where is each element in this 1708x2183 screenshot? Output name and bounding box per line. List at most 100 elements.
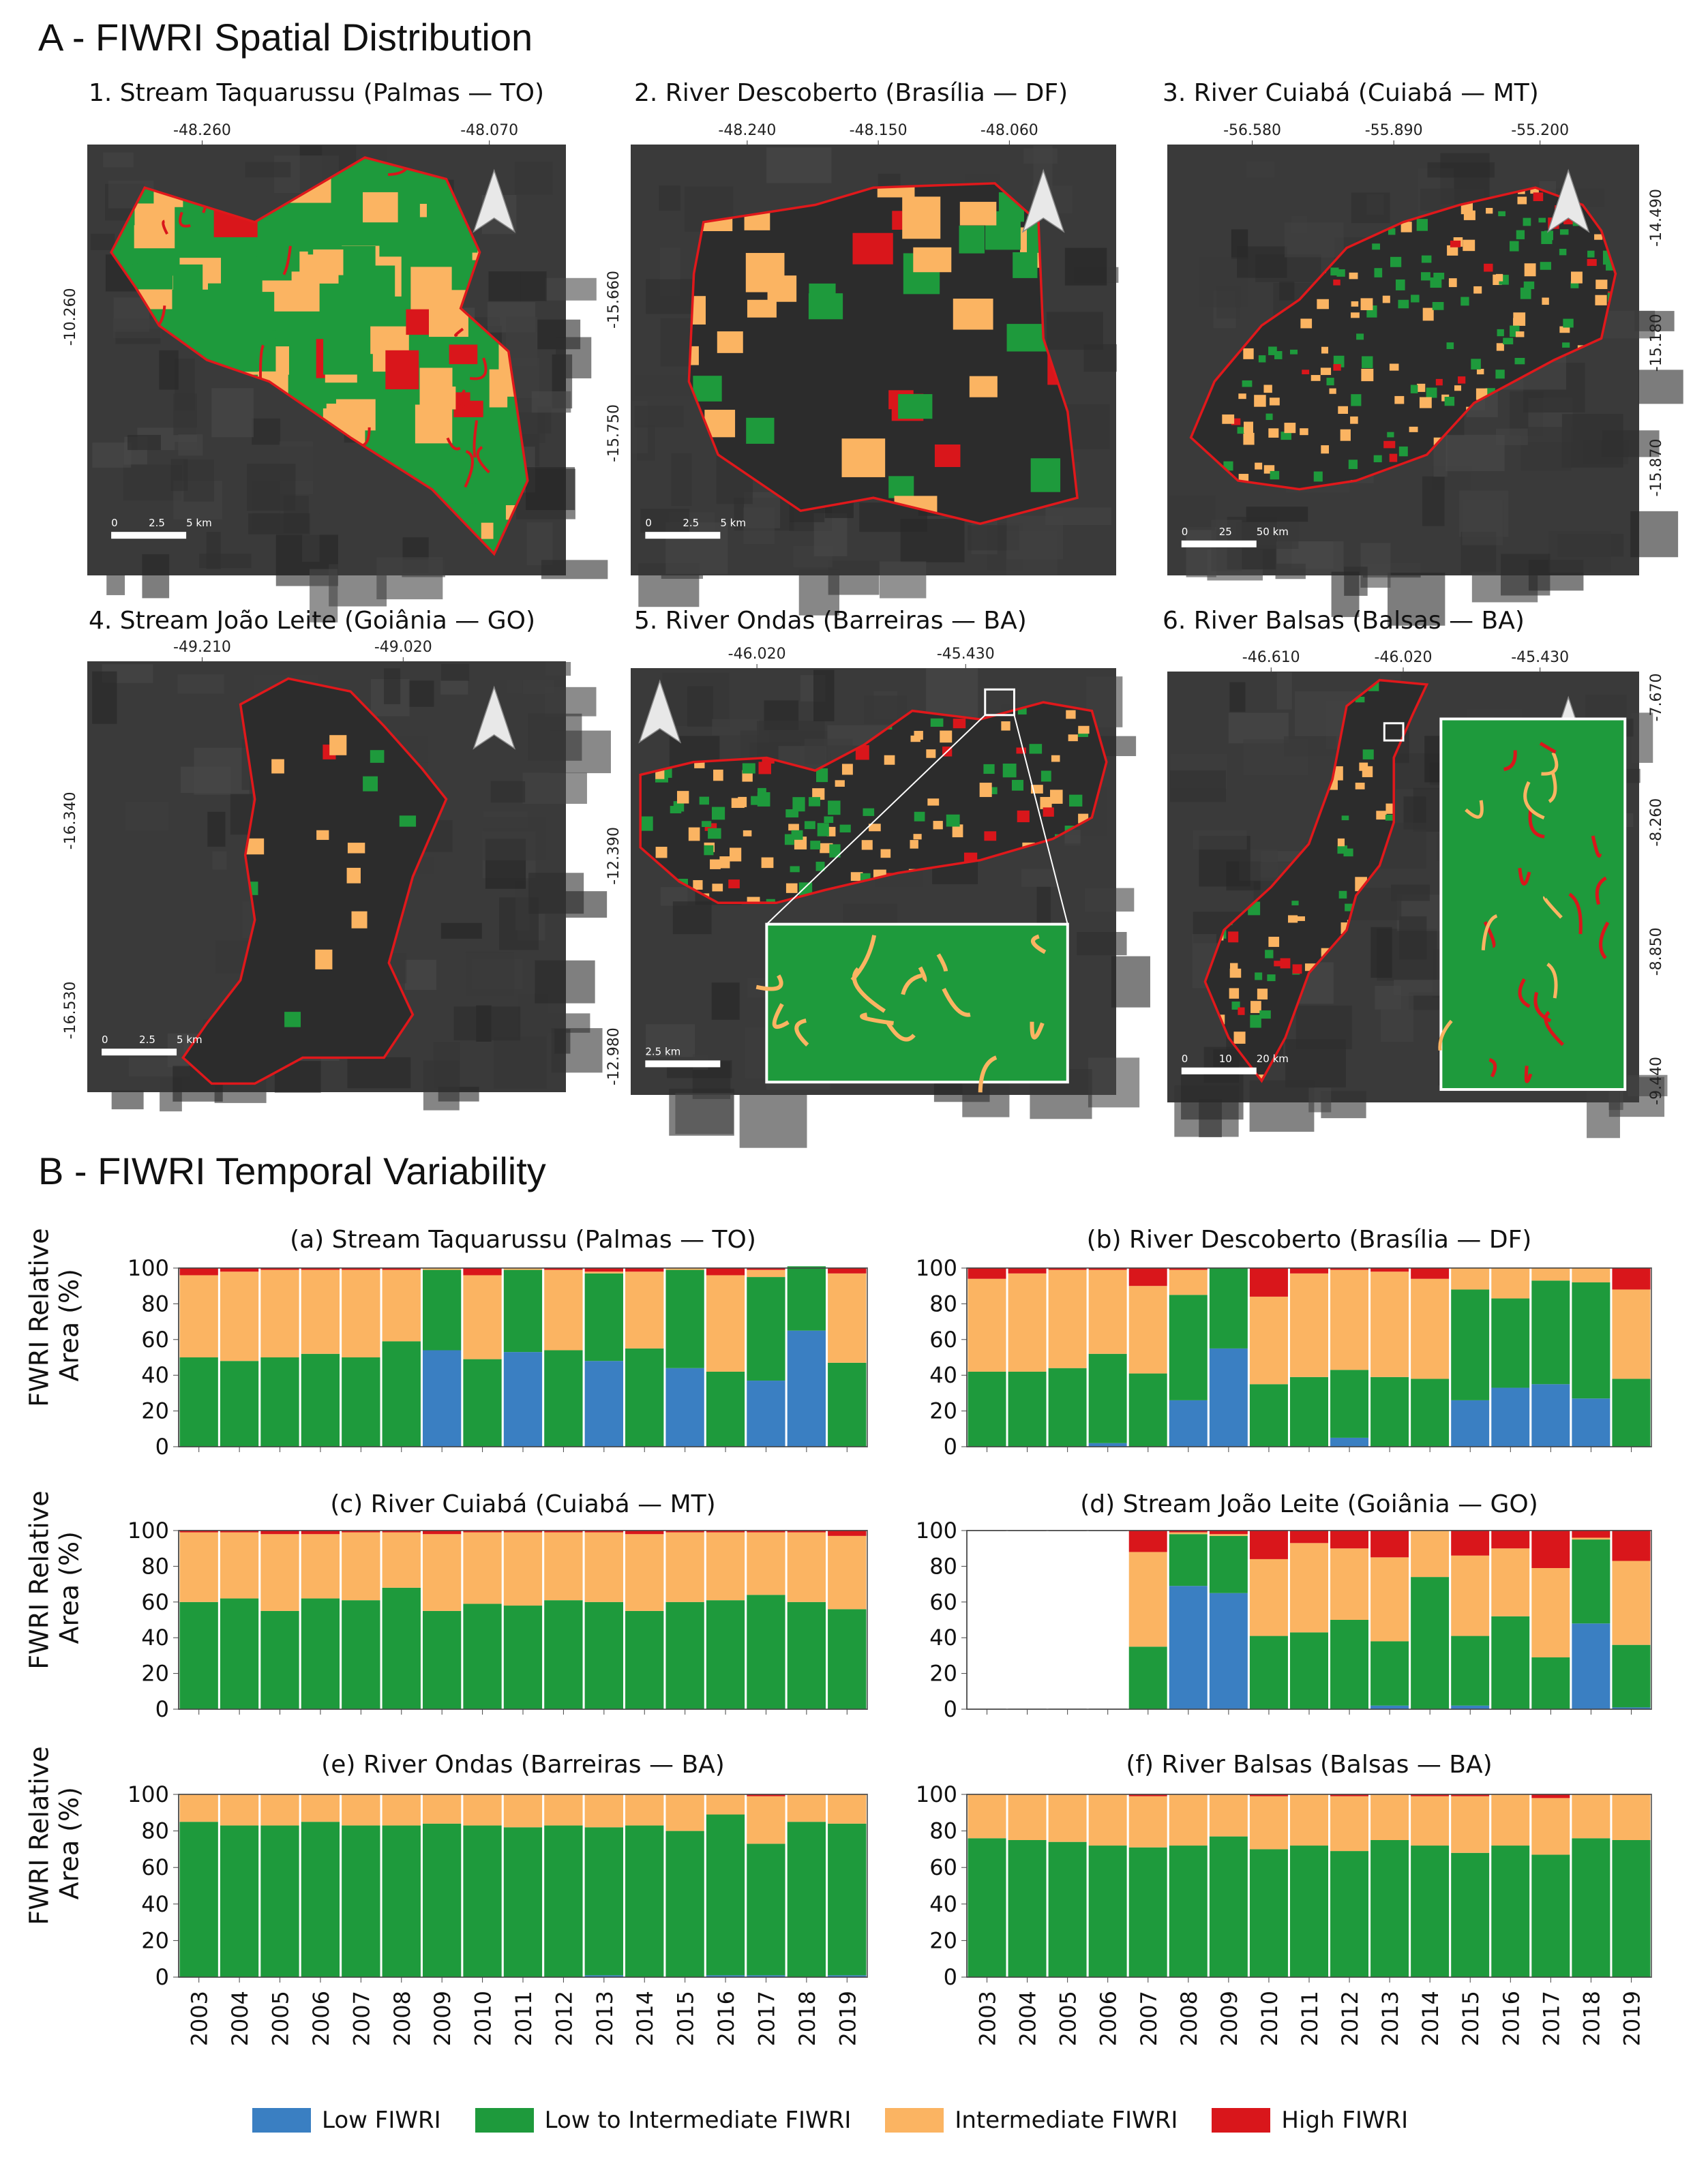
inset-stream-line	[772, 1003, 790, 1029]
bar-segment-intermediate-fiwri	[342, 1269, 380, 1357]
bar-segment-intermediate-fiwri	[1370, 1794, 1409, 1840]
map-texture-patch	[1628, 1074, 1668, 1096]
bar-segment-high-fiwri	[828, 1268, 867, 1274]
map-fiwri-cell	[926, 749, 936, 758]
map-texture-patch	[504, 676, 523, 718]
map-texture-patch	[541, 560, 608, 579]
bar-segment-low-to-intermediate-fiwri	[1289, 1846, 1329, 1977]
bar-segment-low-to-intermediate-fiwri	[1330, 1851, 1369, 1977]
map-fiwri-cell	[300, 254, 339, 284]
inset-stream-line	[1533, 991, 1552, 1023]
map-texture-patch	[207, 811, 226, 847]
map-fiwri-cell	[1259, 1010, 1271, 1019]
map-texture-patch	[103, 152, 134, 168]
map-fiwri-cell	[704, 845, 714, 856]
map-tick-label-left: -15.660	[605, 271, 623, 329]
bar-segment-intermediate-fiwri	[1612, 1561, 1651, 1645]
map-texture-patch	[245, 162, 291, 178]
bar-segment-low-to-intermediate-fiwri	[1128, 1847, 1167, 1977]
bar-segment-intermediate-fiwri	[260, 1534, 299, 1611]
map-texture-patch	[1295, 1005, 1352, 1049]
inset-stream-line	[1541, 751, 1559, 776]
map-fiwri-cell	[1471, 359, 1481, 370]
map-fiwri-cell	[1587, 258, 1597, 267]
map-fiwri-cell	[1355, 697, 1365, 703]
bar-segment-low-to-intermediate-fiwri	[463, 1604, 502, 1709]
map-fiwri-cell	[1265, 413, 1273, 421]
bar-segment-low-fiwri	[584, 1975, 624, 1977]
bar-segment-low-fiwri	[1572, 1398, 1610, 1447]
inset-stream-line	[860, 1012, 894, 1025]
map-texture-patch	[1228, 712, 1289, 744]
bar-segment-low-to-intermediate-fiwri	[1088, 1846, 1127, 1977]
map-tick-label-left: -12.390	[605, 827, 623, 885]
bar-segment-low-to-intermediate-fiwri	[179, 1601, 218, 1709]
map-fiwri-cell	[1356, 333, 1364, 340]
y-tick-label: 40	[929, 1625, 957, 1651]
map-fiwri-cell	[1326, 378, 1334, 386]
bar-segment-low-fiwri	[1531, 1384, 1570, 1447]
map-texture-patch	[127, 434, 161, 451]
bar-segment-high-fiwri	[625, 1268, 664, 1272]
bar-segment-high-fiwri	[260, 1268, 299, 1270]
bar-segment-high-fiwri	[1128, 1531, 1167, 1552]
map-texture-patch	[1021, 869, 1058, 887]
map-fiwri-cell	[1263, 385, 1272, 393]
map-stream-line	[162, 220, 168, 235]
map-fiwri-cell	[1001, 721, 1010, 731]
bar-segment-low-fiwri	[1088, 1443, 1127, 1447]
map-fiwri-cell	[758, 787, 766, 796]
map-texture-patch	[1249, 1080, 1315, 1132]
map-fiwri-cell	[676, 791, 689, 804]
map-fiwri-cell	[1068, 734, 1078, 742]
map-fiwri-cell	[1243, 348, 1254, 359]
bar-segment-high-fiwri	[1451, 1794, 1490, 1796]
map-fiwri-cell	[1300, 318, 1313, 329]
map-fiwri-cell	[888, 476, 914, 498]
bar-segment-intermediate-fiwri	[1612, 1289, 1651, 1379]
section-b-title: B - FIWRI Temporal Variability	[38, 1149, 546, 1192]
y-axis-label-line2: Area (%)	[54, 1531, 84, 1644]
bar-segment-intermediate-fiwri	[503, 1532, 543, 1606]
y-axis-label-row1: FWRI Relative Area (%)	[24, 1228, 84, 1406]
map-fiwri-cell	[1116, 243, 1158, 273]
bar-segment-high-fiwri	[1370, 1268, 1409, 1272]
map-texture-patch	[247, 464, 296, 511]
map-texture-patch	[92, 671, 117, 724]
bar-segment-intermediate-fiwri	[828, 1794, 867, 1824]
map-fiwri-cell	[730, 847, 742, 862]
plot-border	[178, 1794, 868, 1978]
map-fiwri-cell	[315, 949, 333, 969]
bar-segment-low-to-intermediate-fiwri	[382, 1341, 421, 1447]
map-tick-label-right: -15.870	[1648, 439, 1665, 497]
bar-segment-intermediate-fiwri	[220, 1271, 259, 1361]
bar-segment-intermediate-fiwri	[1531, 1268, 1570, 1281]
map-fiwri-cell	[758, 762, 772, 774]
map-tick-label-top: -49.020	[374, 639, 432, 656]
bar-segment-intermediate-fiwri	[1289, 1273, 1329, 1377]
map-texture-patch	[545, 661, 571, 676]
bar-segment-low-fiwri	[1169, 1400, 1208, 1447]
map-title: 5. River Ondas (Barreiras — BA)	[634, 607, 1027, 635]
bar-segment-low-fiwri	[1612, 1707, 1651, 1709]
map-texture-patch	[1462, 500, 1503, 545]
map-fiwri-cell	[1345, 903, 1355, 912]
bar-segment-low-to-intermediate-fiwri	[584, 1827, 624, 1976]
map-watershed-fill	[689, 183, 1158, 524]
x-tick-label: 2017	[753, 1991, 779, 2046]
x-tick-label: 2007	[1136, 1991, 1162, 2046]
bar-segment-high-fiwri	[179, 1268, 218, 1276]
y-tick-label: 100	[916, 1255, 957, 1281]
bar-segment-low-to-intermediate-fiwri	[1209, 1535, 1248, 1593]
y-tick-label: 100	[916, 1518, 957, 1544]
map-fiwri-cell	[1514, 357, 1525, 365]
scale-bar-label: 0	[111, 517, 118, 529]
map-fiwri-cell	[1333, 280, 1340, 286]
inset-connector	[766, 714, 986, 925]
map-fiwri-cell	[1362, 766, 1373, 777]
bar-segment-low-fiwri	[747, 1975, 785, 1977]
map-boundary	[1203, 678, 1429, 1083]
north-arrow-icon	[473, 168, 516, 233]
bar-segment-low-to-intermediate-fiwri	[1330, 1620, 1369, 1709]
bar-segment-low-to-intermediate-fiwri	[1572, 1539, 1610, 1624]
